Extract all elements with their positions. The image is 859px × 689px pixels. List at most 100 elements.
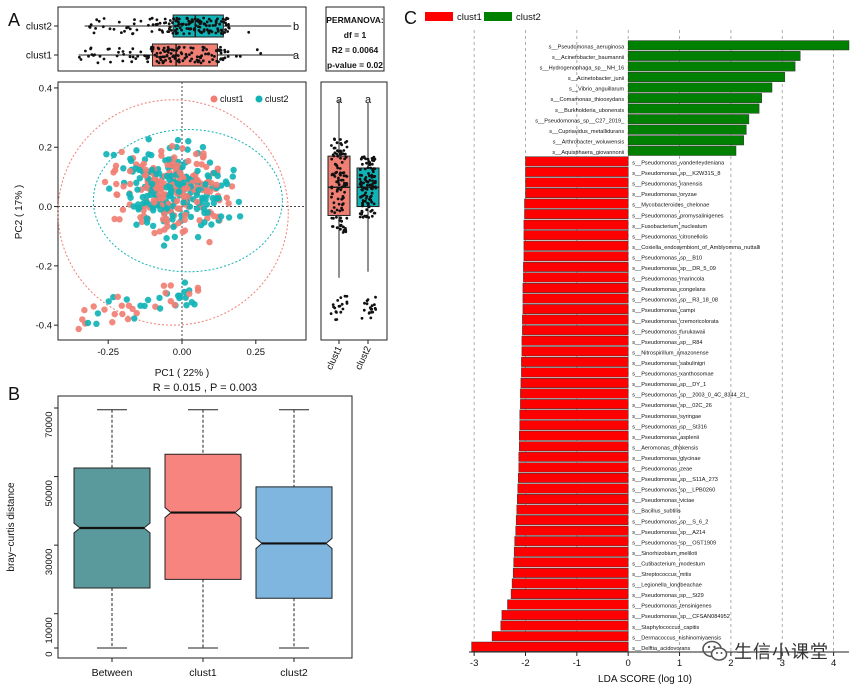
pcoa-point-clust1 (109, 319, 116, 326)
pc1-box-point (165, 54, 169, 58)
pcoa-point-clust1 (152, 303, 159, 310)
pc1-box-point (208, 60, 211, 64)
pc1-box-point (214, 31, 218, 35)
pcoa-point-clust2 (202, 196, 209, 203)
pcoa-point-clust2 (210, 199, 217, 207)
pc2-box-point (335, 318, 339, 321)
pcoa-point-clust1 (174, 205, 181, 212)
legend-a-label-clust1: clust1 (220, 94, 244, 104)
lefse-bar-label: s__Legionella_longbeachae (632, 583, 702, 589)
pc1-box-point (169, 52, 173, 55)
pc2-box-point (361, 203, 365, 207)
pc1-box-point (206, 52, 210, 56)
pcoa-point-clust2 (169, 216, 176, 223)
pc1-box-point (165, 49, 169, 53)
pc2-box-point (345, 216, 349, 220)
lefse-x-tick-label: 2 (728, 658, 733, 669)
pc1-box-jitter (78, 45, 263, 65)
pcoa-point-clust2 (133, 221, 140, 228)
pc1-box-point (213, 24, 217, 27)
pc1-box-point (219, 45, 222, 49)
pc1-box-point (226, 30, 230, 33)
pc2-box-point (360, 209, 364, 213)
watermark-text: 生信小课堂 (734, 642, 829, 663)
anosim-y-tick-label: 10000 (44, 617, 55, 643)
lefse-bar (524, 198, 629, 209)
pc1-box-point (160, 29, 164, 32)
pcoa-x-tick-label: 0.25 (247, 347, 266, 358)
pcoa-point-clust1 (159, 194, 166, 202)
pc1-box-point (189, 27, 193, 31)
pcoa-point-clust2 (145, 136, 152, 143)
lefse-bar-label: s__Cutibacterium_modestum (632, 561, 705, 567)
pc2-box-point (361, 162, 364, 166)
anosim-x-label: Between (92, 667, 133, 679)
pc1-box-point (223, 48, 227, 52)
pcoa-point-clust2 (184, 146, 191, 153)
lefse-bar-label: s__Pseudomonas_zeae (632, 467, 692, 473)
pc1-box-point (128, 27, 132, 31)
lefse-bar-label: s__Pseudomonas_sp__C27_2019_ (535, 118, 625, 124)
pcoa-point-clust1 (213, 181, 220, 188)
pc1-box-point (102, 57, 106, 61)
lefse-bar-label: s__Pseudomonas_furukawaii (632, 329, 705, 335)
lefse-bar (627, 114, 750, 125)
pc2-box-point (345, 183, 349, 187)
pc1-box-point (112, 27, 116, 31)
legend-c-marker-clust1 (425, 12, 453, 21)
lefse-bar (510, 589, 629, 599)
pc2-box-point (339, 156, 342, 160)
pc2-box-point (330, 209, 334, 213)
pcoa-point-clust1 (167, 282, 174, 289)
lefse-bar (491, 631, 629, 642)
pc1-box-point (188, 53, 191, 56)
lefse-bar-label: s__Pseudomonas_marincola (632, 277, 705, 283)
pc1-box-cat-label: clust1 (26, 51, 53, 62)
pc1-box-point (158, 28, 161, 32)
pc1-box-point (209, 29, 212, 33)
pc2-box-point (364, 187, 367, 190)
pcoa-point-clust1 (180, 174, 187, 182)
pcoa-point-clust2 (225, 214, 233, 221)
pc2-box-point (360, 212, 363, 216)
pc1-box-point (202, 22, 206, 26)
pc2-box-point (345, 145, 349, 149)
pcoa-point-clust1 (198, 161, 205, 168)
pcoa-point-clust1 (143, 184, 150, 191)
pc1-box-point (195, 55, 199, 59)
pc2-box-point (368, 163, 372, 167)
lefse-bar (522, 314, 629, 325)
pcoa-point-clust2 (179, 163, 186, 171)
pc1-box-point (126, 26, 130, 29)
pc1-box-point (89, 23, 93, 26)
pc1-box-point (115, 54, 119, 58)
pcoa-point-clust1 (203, 188, 210, 195)
pc2-box-point (370, 310, 373, 314)
lefse-bar-label: s__Acinetobacter_baumannii (552, 55, 624, 61)
lefse-bar-label: s__Pseudomonas_sp__S_6_2 (632, 519, 708, 525)
pc1-box-point (199, 61, 203, 65)
pc1-box-point (225, 23, 228, 27)
pc1-box-point (227, 26, 231, 29)
pcoa-point-clust1 (185, 157, 192, 165)
lefse-bar-label: s__Pseudomonas_sp__2003_0_4C_8344_21_ (632, 393, 750, 399)
pc2-box-point (332, 146, 336, 150)
lefse-bar (627, 124, 747, 135)
pc1-box-point (171, 21, 174, 25)
pc2-box-point (358, 168, 362, 172)
pcoa-point-clust2 (210, 169, 218, 177)
pcoa-point-clust1 (119, 310, 126, 318)
pcoa-point-clust1 (160, 282, 168, 289)
pc1-box-point (214, 19, 218, 22)
pcoa-point-clust2 (202, 181, 209, 188)
pc1-box-point (194, 24, 198, 27)
stats-box (325, 6, 385, 72)
pc1-box-point (174, 53, 178, 57)
pcoa-point-clust2 (181, 288, 188, 296)
pc2-box-point (339, 138, 342, 141)
pcoa-point-clust1 (101, 178, 109, 186)
pcoa-y-tick-label: 0.0 (39, 202, 52, 213)
pc1-box-point (182, 46, 186, 49)
lefse-bar (517, 483, 629, 494)
